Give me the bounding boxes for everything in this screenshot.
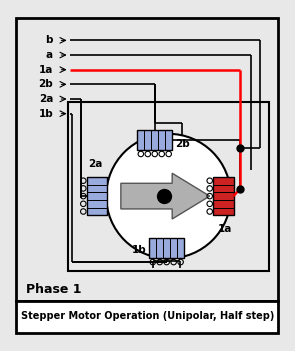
Polygon shape xyxy=(121,173,210,219)
Text: Stepper Motor Operation (Unipolar, Half step): Stepper Motor Operation (Unipolar, Half … xyxy=(21,311,274,321)
Text: 1b: 1b xyxy=(38,109,53,119)
Bar xyxy=(17,300,278,333)
Text: 1a: 1a xyxy=(39,65,53,75)
Bar xyxy=(68,102,269,271)
Text: a: a xyxy=(46,50,53,60)
Bar xyxy=(213,177,234,216)
Text: b: b xyxy=(45,35,53,45)
Text: 1a: 1a xyxy=(218,224,232,234)
Bar xyxy=(87,177,107,216)
Circle shape xyxy=(106,134,231,258)
Bar xyxy=(17,18,278,300)
Text: 1b: 1b xyxy=(132,245,147,255)
Bar xyxy=(137,130,172,150)
Bar xyxy=(149,238,184,258)
Text: 2b: 2b xyxy=(175,139,190,149)
Text: 2a: 2a xyxy=(88,159,102,168)
Text: 2b: 2b xyxy=(38,79,53,90)
Text: 2a: 2a xyxy=(39,94,53,104)
Text: Phase 1: Phase 1 xyxy=(26,283,81,296)
